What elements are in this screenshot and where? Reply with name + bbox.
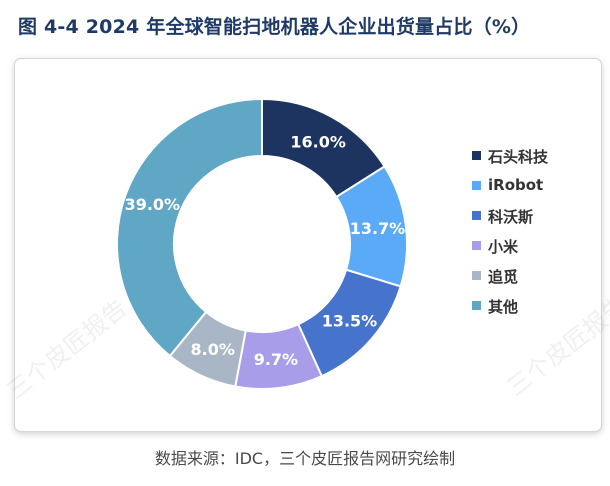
- legend-swatch: [472, 301, 481, 310]
- legend-swatch: [472, 271, 481, 280]
- donut-slice: [116, 97, 263, 358]
- legend-label: 小米: [488, 238, 519, 256]
- legend-label: 科沃斯: [488, 208, 534, 226]
- legend-swatch: [472, 181, 481, 190]
- slice-data-label: 16.0%: [290, 132, 346, 151]
- legend-label: iRobot: [488, 176, 544, 194]
- slice-data-label: 9.7%: [254, 350, 298, 369]
- slice-data-label: 39.0%: [125, 195, 181, 214]
- legend-label: 其他: [488, 298, 519, 316]
- figure-title: 图 4-4 2024 年全球智能扫地机器人企业出货量占比（%）: [18, 16, 531, 38]
- slice-data-label: 8.0%: [190, 340, 234, 359]
- slice-data-label: 13.7%: [350, 219, 406, 238]
- legend-swatch: [472, 241, 481, 250]
- legend-label: 石头科技: [488, 148, 549, 166]
- legend-swatch: [472, 211, 481, 220]
- source-note: 数据来源：IDC，三个皮匠报告网研究绘制: [154, 449, 456, 468]
- slice-data-label: 13.5%: [322, 311, 378, 330]
- legend-swatch: [472, 151, 481, 160]
- legend-label: 追觅: [488, 268, 519, 286]
